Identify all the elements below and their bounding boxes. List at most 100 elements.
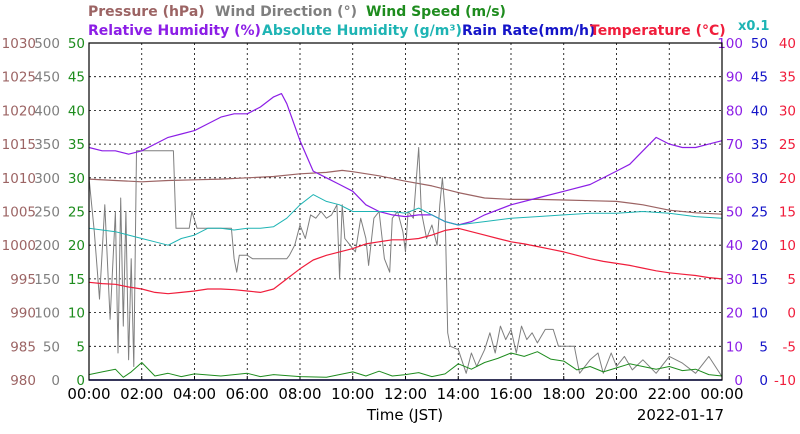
x-tick-label: 04:00	[173, 385, 216, 403]
y-tick-temp: 35	[779, 70, 796, 86]
y-tick-rain: 50	[751, 36, 768, 52]
x-tick-label: 14:00	[437, 385, 480, 403]
y-tick-wind-speed: 25	[68, 205, 85, 221]
x-tick-label: 18:00	[542, 385, 585, 403]
series-pressure-line	[88, 169, 723, 215]
y-tick-wind-speed: 30	[68, 171, 85, 187]
y-tick-temp: 5	[787, 272, 796, 288]
x-axis: 00:00 02:00 04:00 06:00 08:00 10:00 12:00 14:00…	[67, 376, 744, 403]
y-tick-wind-dir: 150	[34, 272, 60, 288]
y-tick-rh: 0	[734, 373, 743, 389]
y-tick-temp: -10	[774, 373, 796, 389]
y-tick-wind-dir: 200	[34, 238, 60, 254]
y-tick-rh: 60	[726, 171, 743, 187]
x-axis-label: Time (JST)	[366, 406, 443, 424]
y-tick-wind-dir: 300	[34, 171, 60, 187]
y-tick-rh: 80	[726, 103, 743, 119]
y-tick-pressure: 995	[10, 272, 36, 288]
y-tick-rain: 10	[751, 306, 768, 322]
series-ah-line	[88, 194, 723, 246]
y-tick-temp: 25	[779, 137, 796, 153]
grid-lines	[89, 43, 722, 380]
y-tick-wind-dir: 100	[34, 306, 60, 322]
y-tick-wind-speed: 20	[68, 238, 85, 254]
y-tick-wind-dir: 450	[34, 70, 60, 86]
x-tick-label: 00:00	[67, 385, 110, 403]
y-tick-rh: 30	[726, 272, 743, 288]
date-label: 2022-01-17	[637, 406, 724, 424]
legend-wind-direction: Wind Direction (°)	[215, 4, 357, 20]
y-tick-rain: 15	[751, 272, 768, 288]
series-lines	[88, 93, 723, 381]
y-tick-wind-speed: 40	[68, 103, 85, 119]
legend-temperature: Temperature (°C)	[590, 23, 726, 39]
x-tick-label: 22:00	[648, 385, 691, 403]
y-tick-wind-speed: 45	[68, 70, 85, 86]
y-tick-wind-dir: 50	[43, 339, 60, 355]
x-tick-label: 20:00	[595, 385, 638, 403]
y-tick-rain: 5	[759, 339, 768, 355]
plot-frame	[88, 42, 723, 381]
y-tick-pressure: 1025	[2, 70, 36, 86]
y-tick-wind-dir: 500	[34, 36, 60, 52]
y-tick-pressure: 980	[10, 373, 36, 389]
legend-absolute-humidity: Absolute Humidity (g/m³)	[262, 23, 462, 39]
legend-pressure: Pressure (hPa)	[88, 4, 205, 20]
y-tick-temp: 30	[779, 103, 796, 119]
y-tick-pressure: 990	[10, 306, 36, 322]
y-tick-rain: 30	[751, 171, 768, 187]
y-tick-rain: 40	[751, 103, 768, 119]
y-tick-wind-speed: 35	[68, 137, 85, 153]
y-tick-pressure: 1005	[2, 205, 36, 221]
y-tick-wind-speed: 0	[76, 373, 85, 389]
ah-scale-note: x0.1	[738, 19, 769, 34]
y-tick-pressure: 1000	[2, 238, 36, 254]
y-tick-wind-speed: 5	[76, 339, 85, 355]
y-tick-rh: 10	[726, 339, 743, 355]
y-tick-pressure: 985	[10, 339, 36, 355]
y-tick-temp: 15	[779, 205, 796, 221]
y-tick-temp: 0	[787, 306, 796, 322]
y-tick-rh: 70	[726, 137, 743, 153]
y-tick-temp: 40	[779, 36, 796, 52]
y-tick-temp: 20	[779, 171, 796, 187]
y-tick-rh: 40	[726, 238, 743, 254]
y-tick-pressure: 1010	[2, 171, 36, 187]
y-tick-rain: 0	[759, 373, 768, 389]
y-tick-wind-dir: 400	[34, 103, 60, 119]
y-tick-wind-speed: 10	[68, 306, 85, 322]
y-tick-wind-dir: 0	[51, 373, 60, 389]
y-tick-rain: 25	[751, 205, 768, 221]
series-temp-line	[88, 227, 723, 295]
x-tick-label: 12:00	[384, 385, 427, 403]
y-tick-rh: 100	[717, 36, 743, 52]
series-rh-line	[88, 93, 723, 226]
series-wind-speed-line	[88, 351, 723, 378]
y-tick-pressure: 1020	[2, 103, 36, 119]
x-tick-label: 16:00	[489, 385, 532, 403]
y-tick-rh: 90	[726, 70, 743, 86]
legend-rain-rate: Rain Rate(mm/h)	[462, 23, 595, 39]
x-tick-label: 06:00	[226, 385, 269, 403]
series-wind-dir-line	[88, 147, 723, 377]
y-tick-temp: -5	[783, 339, 796, 355]
y-tick-rh: 50	[726, 205, 743, 221]
y-tick-wind-dir: 250	[34, 205, 60, 221]
legend-relative-humidity: Relative Humidity (%)	[88, 23, 261, 39]
y-tick-wind-dir: 350	[34, 137, 60, 153]
x-tick-label: 02:00	[120, 385, 163, 403]
y-tick-rain: 35	[751, 137, 768, 153]
y-axes: 1030102510201015101010051000995990985980…	[2, 36, 796, 389]
y-tick-pressure: 1015	[2, 137, 36, 153]
x-tick-label: 08:00	[278, 385, 321, 403]
x-tick-label: 10:00	[331, 385, 374, 403]
y-tick-pressure: 1030	[2, 36, 36, 52]
y-tick-wind-speed: 50	[68, 36, 85, 52]
legend-wind-speed: Wind Speed (m/s)	[366, 4, 506, 20]
y-tick-rain: 45	[751, 70, 768, 86]
x-tick-label: 00:00	[700, 385, 743, 403]
y-tick-rain: 20	[751, 238, 768, 254]
y-tick-wind-speed: 15	[68, 272, 85, 288]
y-tick-rh: 20	[726, 306, 743, 322]
